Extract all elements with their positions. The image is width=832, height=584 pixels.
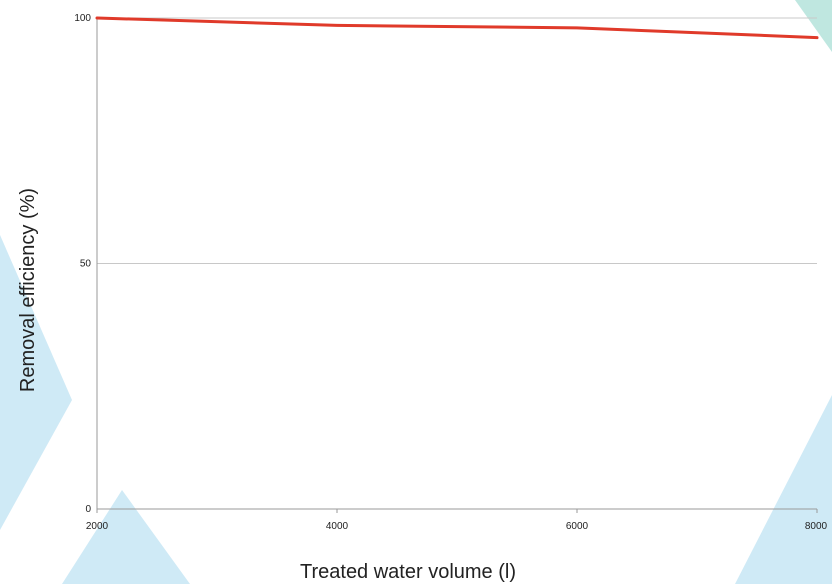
axes (96, 18, 818, 513)
decor-triangle-right-top (795, 0, 832, 52)
decor-triangle-bottom-left (62, 490, 190, 584)
x-tick-label: 8000 (805, 521, 828, 532)
x-tick-label: 6000 (566, 521, 589, 532)
y-tick-label: 50 (80, 259, 92, 270)
x-axis-title: Treated water volume (l) (300, 561, 516, 583)
gridlines (97, 17, 817, 264)
x-tick-label: 4000 (326, 521, 349, 532)
y-tick-label: 100 (74, 13, 91, 24)
series-group (95, 16, 819, 40)
x-tick-label: 2000 (86, 521, 109, 532)
y-tick-label: 0 (85, 504, 91, 515)
series-line (95, 16, 819, 40)
y-axis-title: Removal efficiency (%) (17, 188, 39, 392)
decor-triangle-left-mid (0, 235, 72, 530)
decor-triangle-right-bottom (735, 395, 832, 584)
tick-labels: 0 50 100 2000 4000 6000 8000 (74, 13, 827, 532)
